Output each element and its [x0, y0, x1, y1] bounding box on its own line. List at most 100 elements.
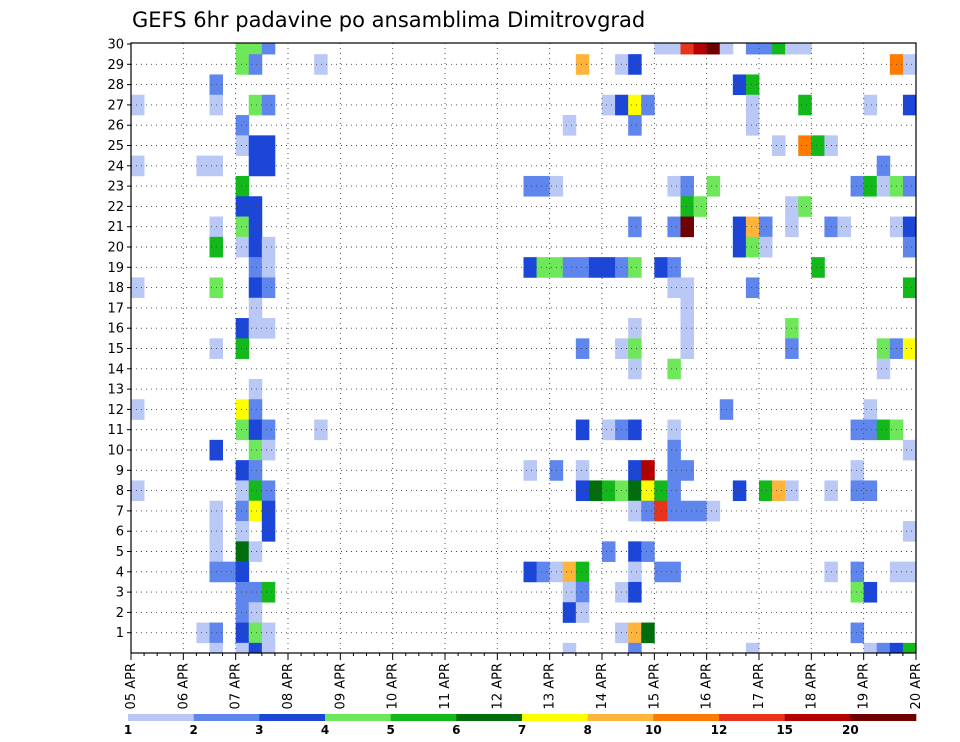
- heatmap-cell: [248, 257, 263, 278]
- heatmap-cell: [602, 480, 616, 502]
- x-tick-label: 14 APR: [595, 663, 610, 709]
- heatmap-cell: [759, 236, 773, 258]
- heatmap-cell: [850, 561, 865, 583]
- heatmap-cell: [745, 236, 760, 258]
- heatmap-cell: [628, 581, 642, 603]
- gridlines: [131, 43, 916, 653]
- heatmap-cell: [562, 642, 577, 654]
- heatmap-cell: [235, 216, 250, 238]
- heatmap-cell: [706, 43, 721, 55]
- legend-label: 10: [645, 723, 662, 737]
- heatmap-cell: [235, 541, 250, 562]
- heatmap-cell: [798, 43, 812, 55]
- heatmap-cell: [628, 541, 642, 562]
- heatmap-cell: [235, 338, 250, 359]
- heatmap-cell: [759, 216, 773, 238]
- heatmap-cell: [248, 439, 263, 461]
- heatmap-cell: [641, 541, 655, 562]
- x-tick-label: 18 APR: [804, 663, 819, 709]
- heatmap-cell: [261, 622, 276, 644]
- heatmap-cell: [235, 175, 250, 197]
- heatmap-cell: [850, 460, 865, 481]
- y-tick-label: 11: [107, 423, 124, 438]
- heatmap-cell: [235, 642, 250, 654]
- color-legend: 1 2 3 4 5 6 7 8 10 12 15 20: [124, 714, 917, 737]
- heatmap-cell: [131, 94, 145, 116]
- heatmap-cell: [248, 399, 263, 420]
- heatmap-cell: [602, 94, 616, 116]
- heatmap-cell: [667, 257, 681, 278]
- heatmap-cell: [235, 196, 250, 217]
- heatmap-cell: [902, 521, 917, 542]
- heatmap-cell: [248, 318, 263, 339]
- x-tick-label: 07 APR: [229, 663, 244, 709]
- y-tick-label: 16: [107, 322, 124, 337]
- heatmap-cell: [759, 43, 773, 55]
- heatmap-cell: [811, 257, 825, 278]
- heatmap-cell: [876, 155, 891, 177]
- heatmap-cell: [772, 480, 786, 502]
- x-tick-label: 13 APR: [543, 663, 558, 709]
- heatmap-cell: [628, 115, 642, 136]
- legend-swatch: [653, 714, 720, 721]
- heatmap-cell: [261, 480, 276, 502]
- heatmap-cell: [602, 257, 616, 278]
- heatmap-cell: [235, 500, 250, 522]
- heatmap-cell: [837, 216, 851, 238]
- heatmap-cell: [235, 318, 250, 339]
- y-tick-label: 27: [107, 98, 124, 113]
- legend-swatch: [850, 714, 917, 721]
- y-tick-label: 5: [116, 545, 124, 560]
- legend-swatch: [390, 714, 457, 721]
- heatmap-cell: [523, 460, 537, 481]
- heatmap-cell: [261, 43, 276, 55]
- legend-label: 15: [776, 723, 793, 737]
- legend-label: 5: [386, 723, 394, 737]
- heatmap-cell: [902, 338, 917, 359]
- heatmap-cell: [693, 196, 708, 217]
- legend-label: 4: [321, 723, 329, 737]
- heatmap-cell: [654, 43, 668, 55]
- heatmap-cell: [261, 642, 276, 654]
- chart-title: GEFS 6hr padavine po ansamblima Dimitrov…: [132, 8, 645, 32]
- heatmap-cell: [667, 358, 681, 380]
- legend-label: 12: [711, 723, 728, 737]
- heatmap-cell: [261, 277, 276, 299]
- heatmap-cell: [235, 521, 250, 542]
- heatmap-cell: [235, 236, 250, 258]
- heatmap-cell: [261, 135, 276, 156]
- heatmap-cell: [602, 419, 616, 441]
- heatmap-cell: [235, 54, 250, 75]
- heatmap-cell: [902, 175, 917, 197]
- heatmap-cell: [235, 602, 250, 623]
- heatmap-cell: [248, 216, 263, 238]
- heatmap-cell: [523, 175, 537, 197]
- legend-swatch: [325, 714, 391, 721]
- x-tick-label: 17 APR: [752, 663, 767, 709]
- heatmap-cell: [575, 480, 590, 502]
- heatmap-cell: [562, 581, 577, 603]
- heatmap-cell: [248, 622, 263, 644]
- heatmap-cell: [902, 439, 917, 461]
- heatmap-cell: [876, 419, 891, 441]
- heatmap-cell: [235, 115, 250, 136]
- heatmap-cell: [902, 216, 917, 238]
- heatmap-cell: [863, 642, 878, 654]
- y-tick-label: 19: [107, 261, 124, 276]
- heatmap-cell: [745, 216, 760, 238]
- heatmap-cell: [235, 135, 250, 156]
- y-tick-label: 18: [107, 281, 124, 296]
- heatmap-cell: [628, 480, 642, 502]
- heatmap-cell: [863, 419, 878, 441]
- x-tick-label: 09 APR: [333, 663, 348, 709]
- x-tick-label: 20 APR: [909, 663, 924, 709]
- heatmap-cell: [719, 43, 734, 55]
- heatmap-cell: [248, 196, 263, 217]
- y-tick-label: 7: [116, 504, 124, 519]
- heatmap-cell: [575, 338, 590, 359]
- heatmap-cell: [235, 581, 250, 603]
- heatmap-cell: [261, 419, 276, 441]
- legend-swatch: [587, 714, 654, 721]
- heatmap-cell: [562, 561, 577, 583]
